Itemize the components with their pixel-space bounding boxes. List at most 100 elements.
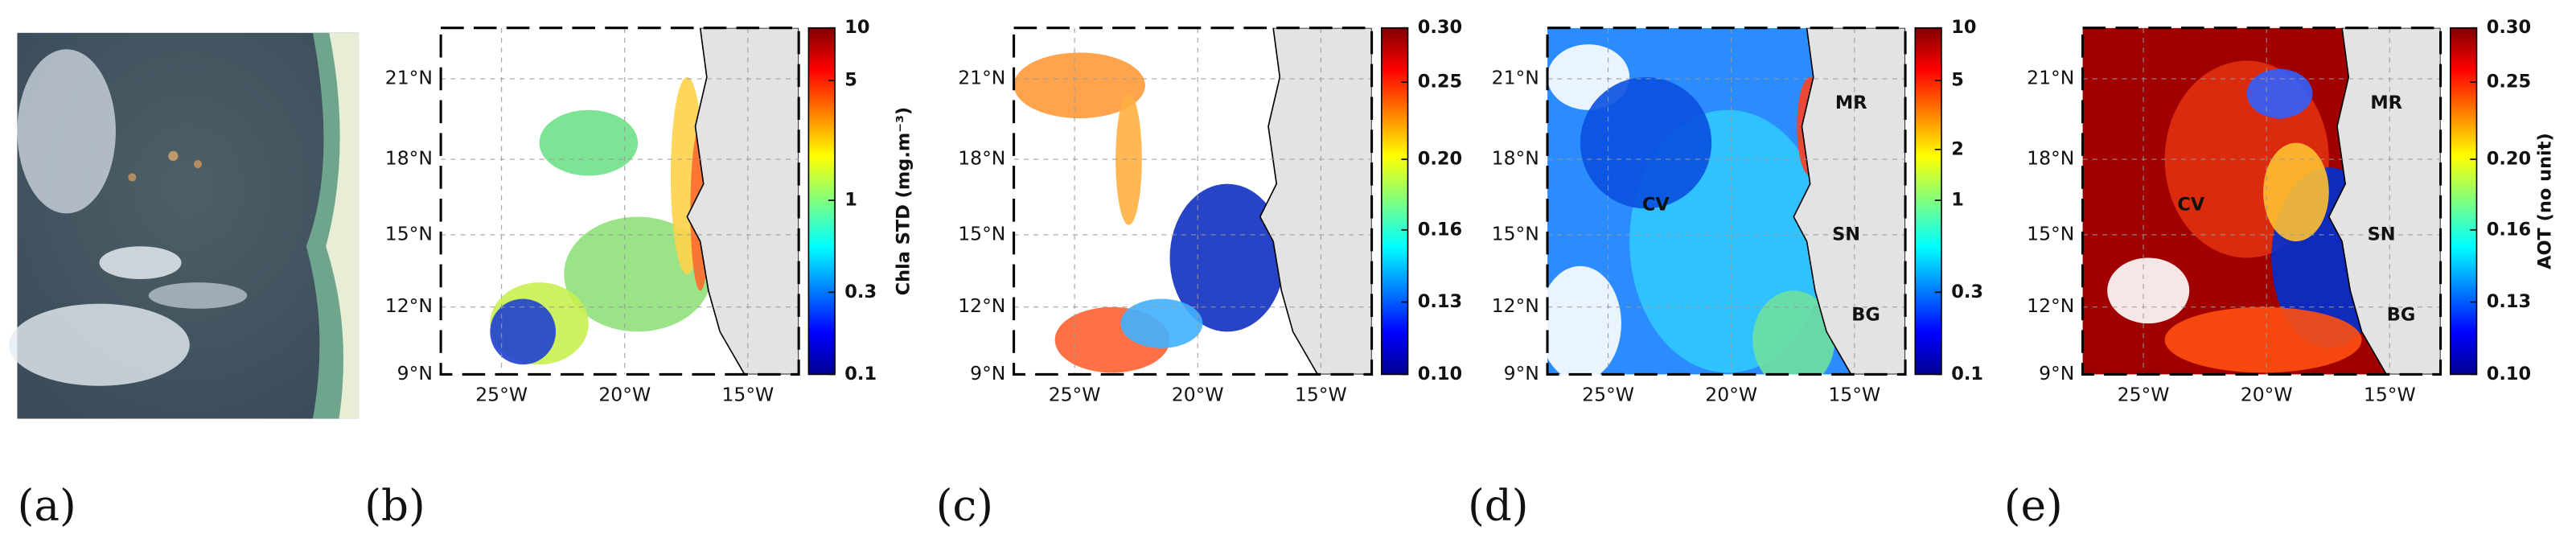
pixel-area [2164,306,2362,373]
colorbar-tick-label: 0.25 [1418,72,1462,92]
colorbar-tick-label: 2 [1951,138,1964,159]
pixel-area [539,109,639,176]
land [686,27,799,375]
colorbar-tick-label: 1 [844,190,857,211]
panel-label: (d) [1468,480,1528,530]
pixel-area [1752,290,1835,375]
colorbar-tick-label: 0.13 [2487,291,2531,312]
true-color-image [9,32,359,419]
colorbar-tick-label: 0.1 [1951,364,1983,384]
map-panel: 21°N 18°N 15°N 12°N 9°N 25°W 20°W 15°W 0.30 0.25 0… [958,17,1462,405]
pixel-area [490,298,557,365]
lat-label: 18°N [958,147,1005,170]
lon-label: 15°W [2364,383,2416,405]
lat-label: 15°N [958,222,1005,245]
lon-label: 15°W [1828,383,1880,405]
map-image [1013,27,1372,375]
colorbar [1381,27,1409,376]
map-panel: 21°N 18°N 15°N 12°N 9°N 25°W 20°W 15°W 10 5 1 0.3 0.… [385,17,914,405]
lat-label: 21°N [2027,66,2074,88]
pixel-area [1169,183,1285,332]
lat-label: 9°N [1504,362,1539,384]
lat-label: 9°N [397,362,433,384]
lon-label: 20°W [1172,383,1224,405]
map-frame [1546,27,1907,376]
colorbar [2450,27,2478,376]
lat-label: 12°N [385,294,433,317]
pixel-area [1580,76,1712,209]
lon-label: 15°W [1295,383,1347,405]
colorbar-tick-label: 1 [1951,190,1964,211]
lat-label: 12°N [2027,294,2074,317]
map-frame [1013,27,1374,376]
map-panel: 21°N 18°N 15°N 12°N 9°N 25°W 20°W 15°W MR CV SN BG 0… [2027,17,2556,405]
pixel-area [2107,257,2190,324]
lat-label: 15°N [2027,222,2074,245]
pixel-area [1115,93,1142,225]
region-label: MR [2370,92,2402,113]
panel-label: (b) [364,480,425,530]
pixel-area [1013,52,1145,118]
colorbar-tick-label: 0.3 [1951,282,1983,302]
colorbar-tick-label: 0.30 [2487,17,2531,38]
panel-label: (a) [18,480,76,530]
lat-label: 18°N [385,147,433,170]
colorbar-tick-label: 10 [1951,17,1976,38]
region-label: SN [2368,224,2396,245]
map-panel: 21°N 18°N 15°N 12°N 9°N 25°W 20°W 15°W MR CV SN BG 1… [1492,17,1983,405]
lat-label: 12°N [1492,294,1539,317]
lat-label: 21°N [385,66,433,88]
lon-label: 25°W [1049,383,1101,405]
region-label: SN [1832,224,1860,245]
colorbar-tick-label: 0.1 [844,364,877,384]
region-label: MR [1835,92,1867,113]
map-image [1547,27,1906,375]
lon-label: 25°W [2118,383,2170,405]
lat-label: 9°N [970,362,1005,384]
map-image [441,27,799,375]
colorbar-tick-label: 0.20 [2487,149,2531,170]
region-label: CV [1642,195,1670,216]
map-image [2082,27,2441,375]
lat-label: 21°N [958,66,1005,88]
colorbar-tick-label: 0.3 [844,282,877,302]
pixel-area [2263,142,2329,242]
lon-label: 25°W [475,383,528,405]
panel-label: (e) [2004,480,2063,530]
pixel-area [1120,298,1203,348]
lon-label: 20°W [598,383,651,405]
lat-label: 18°N [1492,147,1539,170]
colorbar-tick-label: 0.16 [2487,219,2531,240]
land [2327,27,2441,375]
lat-label: 12°N [958,294,1005,317]
lon-label: 20°W [2241,383,2293,405]
colorbar-title: AOT (no unit) [2535,133,2556,269]
region-label: BG [1851,304,1880,325]
map-frame [2081,27,2442,376]
colorbar-tick-label: 0.13 [1418,291,1462,312]
panel-label: (c) [936,480,993,530]
lat-label: 21°N [1492,66,1539,88]
colorbar [1914,27,1942,376]
region-label: CV [2177,195,2204,216]
pixel-area [564,216,712,332]
colorbar-tick-label: 10 [844,17,869,38]
land [1259,27,1372,375]
pixel-area [2246,68,2313,118]
lat-label: 9°N [2039,362,2074,384]
lat-label: 18°N [2027,147,2074,170]
lon-label: 15°W [721,383,774,405]
colorbar-tick-label: 0.25 [2487,72,2531,92]
colorbar-tick-label: 0.10 [2487,364,2531,384]
land [1793,27,1906,375]
lat-label: 15°N [1492,222,1539,245]
colorbar-tick-label: 0.20 [1418,149,1462,170]
lat-label: 15°N [385,222,433,245]
pixel-area [1547,265,1621,375]
colorbar-tick-label: 0.16 [1418,219,1462,240]
colorbar-tick-label: 5 [1951,70,1964,91]
colorbar-tick-label: 0.10 [1418,364,1462,384]
colorbar-tick-label: 5 [844,70,857,91]
